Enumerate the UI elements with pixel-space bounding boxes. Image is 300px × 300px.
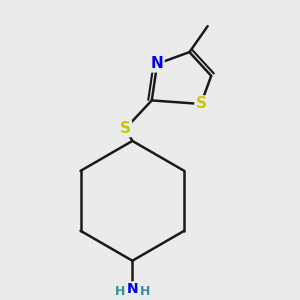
Text: S: S (120, 121, 131, 136)
Text: N: N (151, 56, 164, 71)
Text: H: H (115, 285, 125, 298)
Text: S: S (196, 97, 206, 112)
Text: H: H (140, 285, 150, 298)
Text: N: N (127, 282, 138, 296)
